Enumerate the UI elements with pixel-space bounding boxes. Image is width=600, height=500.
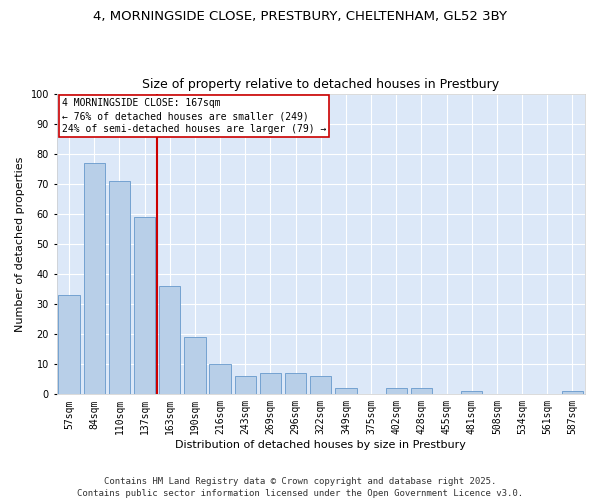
Text: 4, MORNINGSIDE CLOSE, PRESTBURY, CHELTENHAM, GL52 3BY: 4, MORNINGSIDE CLOSE, PRESTBURY, CHELTEN… — [93, 10, 507, 23]
Y-axis label: Number of detached properties: Number of detached properties — [15, 156, 25, 332]
Bar — [260, 374, 281, 394]
Bar — [335, 388, 356, 394]
Bar — [310, 376, 331, 394]
Bar — [159, 286, 181, 395]
Bar — [109, 181, 130, 394]
Bar — [461, 392, 482, 394]
Bar — [235, 376, 256, 394]
X-axis label: Distribution of detached houses by size in Prestbury: Distribution of detached houses by size … — [175, 440, 466, 450]
Bar — [58, 295, 80, 394]
Bar — [209, 364, 231, 394]
Bar — [411, 388, 432, 394]
Text: Contains HM Land Registry data © Crown copyright and database right 2025.
Contai: Contains HM Land Registry data © Crown c… — [77, 476, 523, 498]
Text: 4 MORNINGSIDE CLOSE: 167sqm
← 76% of detached houses are smaller (249)
24% of se: 4 MORNINGSIDE CLOSE: 167sqm ← 76% of det… — [62, 98, 326, 134]
Bar — [134, 217, 155, 394]
Title: Size of property relative to detached houses in Prestbury: Size of property relative to detached ho… — [142, 78, 499, 91]
Bar — [386, 388, 407, 394]
Bar — [83, 162, 105, 394]
Bar — [562, 392, 583, 394]
Bar — [184, 337, 206, 394]
Bar — [285, 374, 307, 394]
